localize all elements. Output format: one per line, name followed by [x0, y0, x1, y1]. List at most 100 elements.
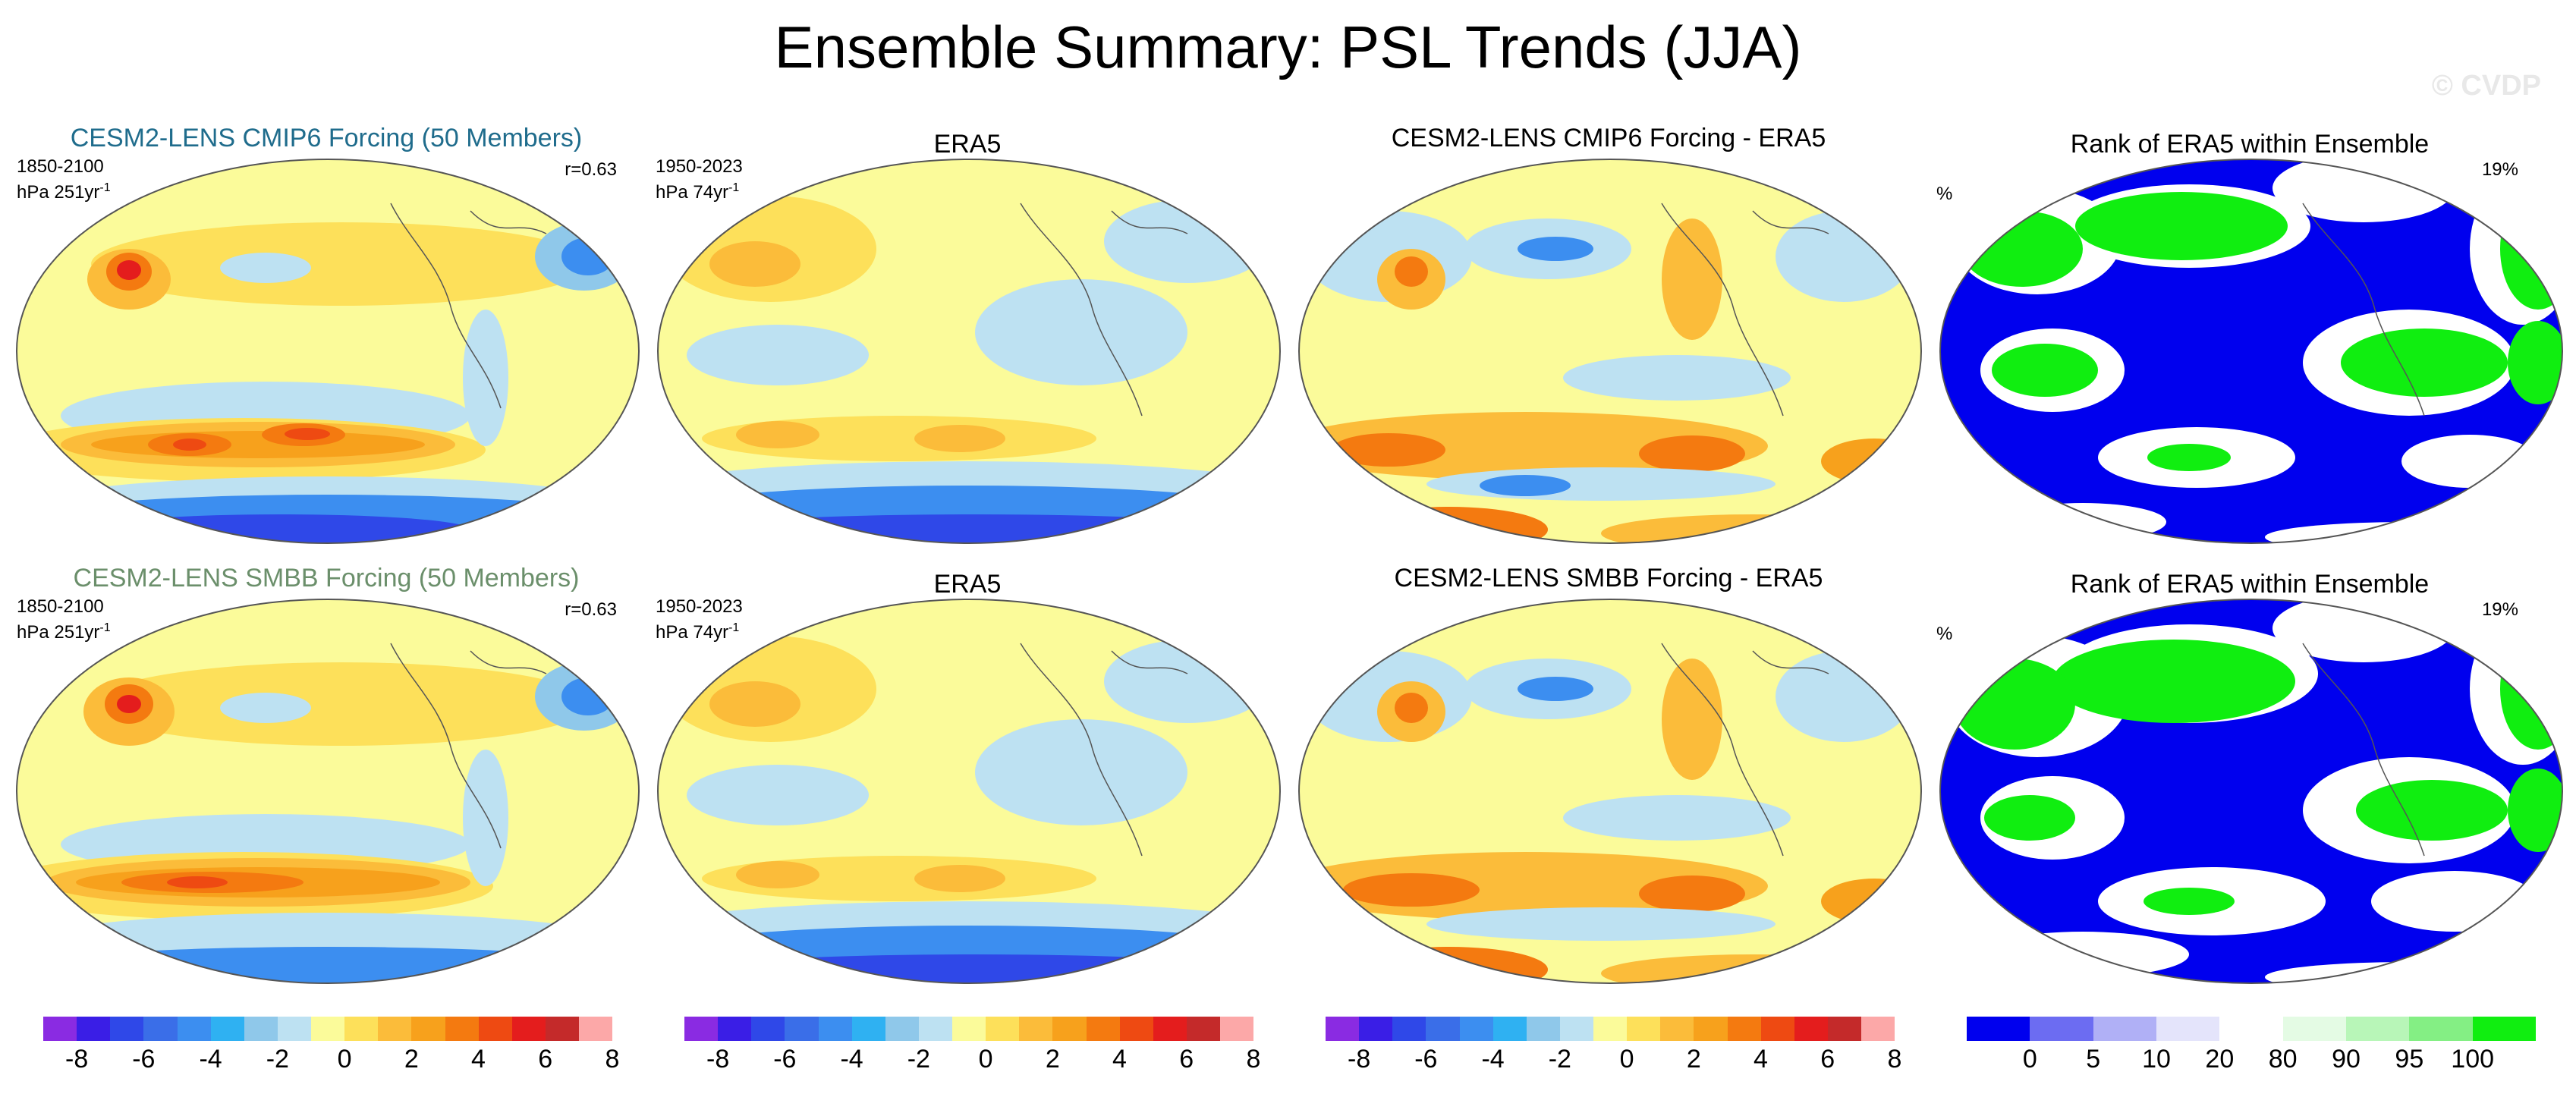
colorbar-swatch: [1760, 1017, 1794, 1041]
pattern-correlation-row1: r=0.63: [565, 159, 617, 180]
colorbar-swatch: [77, 1017, 111, 1041]
colorbar-swatch: [1492, 1017, 1527, 1041]
colorbar-tick-label: -2: [907, 1045, 930, 1074]
colorbar-swatch: [344, 1017, 379, 1041]
colorbar-swatch: [478, 1017, 512, 1041]
colorbar-tick-label: 2: [404, 1045, 419, 1074]
colorbar-swatch: [1153, 1017, 1187, 1041]
colorbar-swatch: [684, 1017, 719, 1041]
obs-units-row1: hPa 74yr-1: [656, 181, 740, 203]
colorbar-tick-label: -6: [132, 1045, 156, 1074]
colorbar-swatch: [1660, 1017, 1694, 1041]
colorbar-swatch: [177, 1017, 211, 1041]
map-model-row1: [16, 159, 640, 544]
colorbar-tick-label: -2: [266, 1045, 289, 1074]
colorbar-tick-label: 0: [2022, 1045, 2037, 1074]
panel-title-diff-row2: CESM2-LENS SMBB Forcing - ERA5: [1394, 564, 1823, 593]
colorbar-tick-label: 2: [1045, 1045, 1060, 1074]
map-diff-row1: [1298, 159, 1922, 544]
rank-units-row2: %: [1936, 624, 1953, 644]
colorbar-tick-label: -8: [64, 1045, 89, 1074]
colorbar-model: [43, 1017, 613, 1041]
colorbar-swatch: [2156, 1017, 2220, 1041]
colorbar-tick-label: 0: [978, 1045, 993, 1074]
colorbar-swatch: [1727, 1017, 1761, 1041]
rank-units-row1: %: [1936, 184, 1953, 204]
colorbar-swatch: [2345, 1017, 2410, 1041]
colorbar-swatch: [545, 1017, 579, 1041]
colorbar-swatch: [718, 1017, 752, 1041]
model-units-row1: hPa 251yr-1: [17, 181, 111, 203]
colorbar-swatch: [1119, 1017, 1153, 1041]
colorbar-swatch: [2409, 1017, 2473, 1041]
colorbar-tick-label: 90: [2332, 1045, 2361, 1074]
colorbar-tick-label: -4: [199, 1045, 222, 1074]
colorbar-swatch: [277, 1017, 311, 1041]
model-period-row1: 1850-2100: [17, 156, 104, 177]
colorbar-swatch: [885, 1017, 919, 1041]
obs-period-row2: 1950-2023: [656, 596, 743, 617]
colorbar-swatch: [851, 1017, 885, 1041]
obs-period-row1: 1950-2023: [656, 156, 743, 177]
colorbar-swatch: [210, 1017, 244, 1041]
colorbar-tick-label: -2: [1548, 1045, 1571, 1074]
colorbar-swatch: [1052, 1017, 1087, 1041]
obs-units-row2: hPa 74yr-1: [656, 621, 740, 643]
colorbar-tick-label: 4: [1754, 1045, 1768, 1074]
watermark: © CVDP: [2431, 70, 2541, 102]
colorbar-tick-label: 6: [538, 1045, 553, 1074]
colorbar-swatch: [918, 1017, 952, 1041]
model-period-row2: 1850-2100: [17, 596, 104, 617]
colorbar-swatch: [378, 1017, 412, 1041]
colorbar-tick-label: 5: [2086, 1045, 2101, 1074]
colorbar-tick-label: -4: [840, 1045, 863, 1074]
colorbar-swatch: [110, 1017, 144, 1041]
figure-title: Ensemble Summary: PSL Trends (JJA): [774, 14, 1802, 80]
map-diff-row2: [1298, 599, 1922, 984]
colorbar-swatch: [785, 1017, 819, 1041]
colorbar-tick-label: -4: [1481, 1045, 1505, 1074]
colorbar-swatch: [952, 1017, 986, 1041]
panel-title-model-row2: CESM2-LENS SMBB Forcing (50 Members): [73, 564, 580, 593]
colorbar-swatch: [1593, 1017, 1628, 1041]
panel-title-rank-row2: Rank of ERA5 within Ensemble: [2070, 570, 2430, 599]
colorbar-swatch: [1627, 1017, 1661, 1041]
colorbar-swatch: [818, 1017, 852, 1041]
colorbar-swatch: [1220, 1017, 1254, 1041]
colorbar-swatch: [1186, 1017, 1220, 1041]
colorbar-swatch: [1526, 1017, 1560, 1041]
colorbar-swatch: [1967, 1017, 2030, 1041]
colorbar-swatch: [986, 1017, 1020, 1041]
colorbar-swatch: [244, 1017, 278, 1041]
colorbar-tick-label: -8: [706, 1045, 730, 1074]
colorbar-swatch: [1392, 1017, 1426, 1041]
map-obs-row2: [657, 599, 1281, 984]
colorbar-swatch: [1459, 1017, 1493, 1041]
colorbar-swatch: [579, 1017, 613, 1041]
colorbar-tick-label: 95: [2395, 1045, 2424, 1074]
colorbar-swatch: [311, 1017, 345, 1041]
panel-title-model-row1: CESM2-LENS CMIP6 Forcing (50 Members): [70, 124, 583, 152]
colorbar-rank: [1967, 1017, 2536, 1041]
colorbar-swatch: [1861, 1017, 1895, 1041]
pattern-correlation-row2: r=0.63: [565, 599, 617, 620]
colorbar-swatch: [2282, 1017, 2346, 1041]
colorbar-swatch: [411, 1017, 445, 1041]
panel-title-diff-row1: CESM2-LENS CMIP6 Forcing - ERA5: [1391, 124, 1826, 152]
colorbar-tick-label: 8: [1887, 1045, 1902, 1074]
colorbar-swatch: [2030, 1017, 2093, 1041]
colorbar-swatch: [2219, 1017, 2283, 1041]
map-rank-row1: [1939, 159, 2563, 544]
colorbar-swatch: [1827, 1017, 1861, 1041]
panel-title-rank-row1: Rank of ERA5 within Ensemble: [2070, 130, 2430, 159]
colorbar-tick-label: 20: [2205, 1045, 2235, 1074]
colorbar-swatch: [1794, 1017, 1828, 1041]
colorbar-swatch: [2472, 1017, 2536, 1041]
colorbar-swatch: [143, 1017, 178, 1041]
map-rank-row2: [1939, 599, 2563, 984]
colorbar-swatch: [1559, 1017, 1593, 1041]
map-obs-row1: [657, 159, 1281, 544]
colorbar-tick-label: 100: [2451, 1045, 2495, 1074]
colorbar-tick-label: -6: [773, 1045, 797, 1074]
colorbar-swatch: [1694, 1017, 1728, 1041]
